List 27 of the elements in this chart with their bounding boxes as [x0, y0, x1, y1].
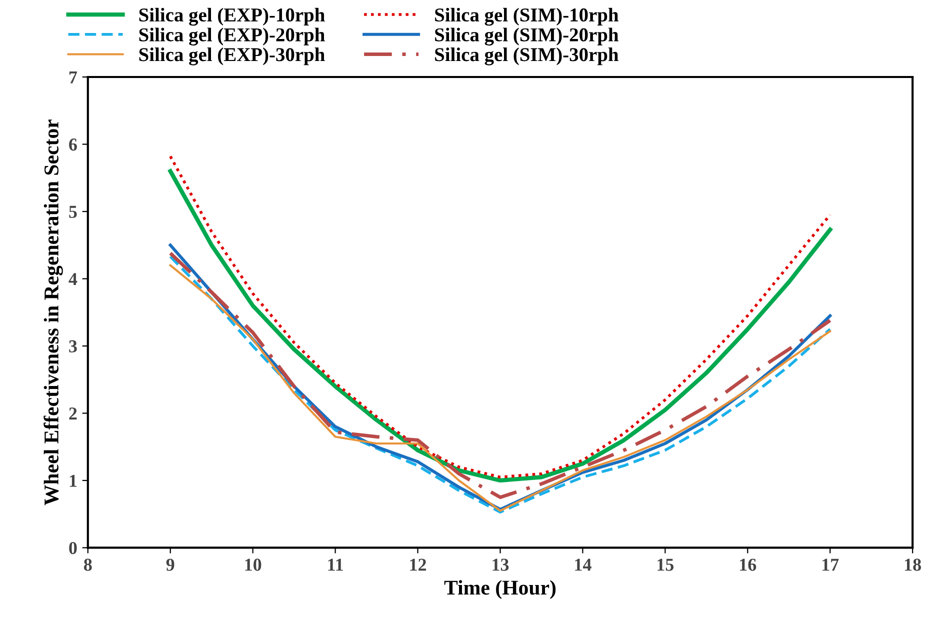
x-tick-label: 16	[740, 558, 756, 571]
legend-label: Silica gel (SIM)-30rph	[435, 48, 618, 66]
x-tick-label: 17	[822, 558, 839, 571]
x-tick-label: 8	[84, 558, 92, 571]
legend-label: Silica gel (EXP)-10rph	[139, 8, 325, 26]
y-axis-title: Wheel Effectiveness in Regeneration Sector	[44, 120, 63, 506]
legend-label: Silica gel (EXP)-20rph	[139, 28, 325, 46]
y-tick-label: 3	[69, 340, 77, 352]
y-tick-label: 0	[69, 542, 77, 554]
x-tick-label: 18	[904, 558, 921, 571]
x-tick-label: 12	[410, 558, 426, 571]
y-tick-label: 5	[69, 206, 77, 218]
x-tick-label: 10	[245, 558, 262, 571]
x-tick-label: 11	[328, 558, 343, 571]
x-tick-label: 13	[492, 558, 509, 571]
y-tick-label: 6	[69, 138, 77, 151]
x-tick-label: 9	[166, 558, 174, 571]
y-tick-label: 4	[68, 273, 78, 286]
x-tick-label: 14	[575, 558, 592, 571]
x-axis-title: Time (Hour)	[444, 580, 556, 599]
legend-label: Silica gel (SIM)-10rph	[435, 8, 618, 26]
y-tick-label: 1	[70, 474, 77, 487]
y-tick-label: 2	[69, 408, 77, 420]
legend-label: Silica gel (SIM)-20rph	[435, 28, 618, 46]
y-tick-label: 7	[69, 71, 78, 84]
legend-label: Silica gel (EXP)-30rph	[139, 48, 325, 66]
x-tick-label: 15	[658, 558, 674, 571]
